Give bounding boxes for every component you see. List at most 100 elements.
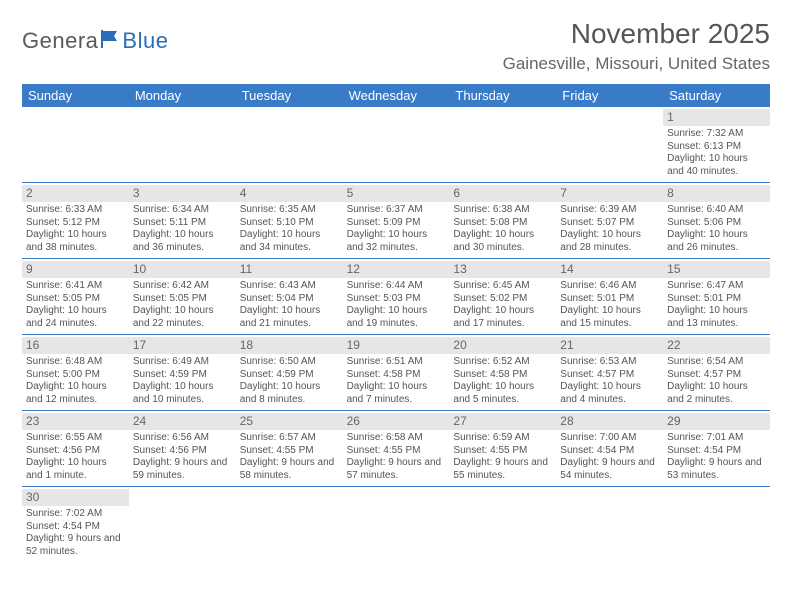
day-cell: 1Sunrise: 7:32 AMSunset: 6:13 PMDaylight… xyxy=(663,107,770,182)
day-number: 6 xyxy=(449,185,556,202)
day-number: 5 xyxy=(343,185,450,202)
sunrise-text: Sunrise: 6:37 AM xyxy=(347,204,446,217)
empty-cell xyxy=(129,487,236,562)
sunrise-text: Sunrise: 6:35 AM xyxy=(240,204,339,217)
day-cell: 16Sunrise: 6:48 AMSunset: 5:00 PMDayligh… xyxy=(22,335,129,410)
daylight-text: Daylight: 10 hours and 40 minutes. xyxy=(667,153,766,178)
day-number: 11 xyxy=(236,261,343,278)
dayname-wed: Wednesday xyxy=(343,84,450,107)
sunset-text: Sunset: 5:01 PM xyxy=(667,293,766,306)
daylight-text: Daylight: 10 hours and 26 minutes. xyxy=(667,229,766,254)
day-cell: 29 Sunrise: 7:01 AMSunset: 4:54 PMDayligh… xyxy=(663,411,770,486)
sunrise-text: Sunrise: 6:34 AM xyxy=(133,204,232,217)
daylight-text: Daylight: 10 hours and 5 minutes. xyxy=(453,381,552,406)
week-row: 16Sunrise: 6:48 AMSunset: 5:00 PMDayligh… xyxy=(22,335,770,411)
day-cell: 27Sunrise: 6:59 AMSunset: 4:55 PMDayligh… xyxy=(449,411,556,486)
empty-cell xyxy=(343,487,450,562)
daylight-text: Daylight: 10 hours and 21 minutes. xyxy=(240,305,339,330)
day-number: 24 xyxy=(129,413,236,430)
day-cell: 12Sunrise: 6:44 AMSunset: 5:03 PMDayligh… xyxy=(343,259,450,334)
day-cell: 22Sunrise: 6:54 AMSunset: 4:57 PMDayligh… xyxy=(663,335,770,410)
sunset-text: Sunset: 5:02 PM xyxy=(453,293,552,306)
daylight-text: Daylight: 10 hours and 32 minutes. xyxy=(347,229,446,254)
sunrise-text: Sunrise: 6:48 AM xyxy=(26,356,125,369)
sunrise-text: Sunrise: 7:02 AM xyxy=(26,508,125,521)
daylight-text: Daylight: 9 hours and 55 minutes. xyxy=(453,457,552,482)
sunrise-text: Sunrise: 6:43 AM xyxy=(240,280,339,293)
sunrise-text: Sunrise: 6:51 AM xyxy=(347,356,446,369)
day-cell: 28Sunrise: 7:00 AMSunset: 4:54 PMDayligh… xyxy=(556,411,663,486)
week-row: 9Sunrise: 6:41 AMSunset: 5:05 PMDaylight… xyxy=(22,259,770,335)
sunrise-text: Sunrise: 6:39 AM xyxy=(560,204,659,217)
day-cell: 15Sunrise: 6:47 AMSunset: 5:01 PMDayligh… xyxy=(663,259,770,334)
day-cell: 17Sunrise: 6:49 AMSunset: 4:59 PMDayligh… xyxy=(129,335,236,410)
sunset-text: Sunset: 5:03 PM xyxy=(347,293,446,306)
day-number: 14 xyxy=(556,261,663,278)
day-cell: 21Sunrise: 6:53 AMSunset: 4:57 PMDayligh… xyxy=(556,335,663,410)
day-cell: 18Sunrise: 6:50 AMSunset: 4:59 PMDayligh… xyxy=(236,335,343,410)
day-number: 16 xyxy=(22,337,129,354)
daylight-text: Daylight: 10 hours and 28 minutes. xyxy=(560,229,659,254)
sunset-text: Sunset: 4:54 PM xyxy=(667,445,766,458)
sunset-text: Sunset: 4:55 PM xyxy=(453,445,552,458)
daylight-text: Daylight: 10 hours and 1 minute. xyxy=(26,457,125,482)
daylight-text: Daylight: 9 hours and 59 minutes. xyxy=(133,457,232,482)
sunrise-text: Sunrise: 6:49 AM xyxy=(133,356,232,369)
day-cell: 24Sunrise: 6:56 AMSunset: 4:56 PMDayligh… xyxy=(129,411,236,486)
day-cell: 30Sunrise: 7:02 AMSunset: 4:54 PMDayligh… xyxy=(22,487,129,562)
day-number: 2 xyxy=(22,185,129,202)
empty-cell xyxy=(449,107,556,182)
sunset-text: Sunset: 5:04 PM xyxy=(240,293,339,306)
sunset-text: Sunset: 5:05 PM xyxy=(133,293,232,306)
sunset-text: Sunset: 4:58 PM xyxy=(453,369,552,382)
empty-cell xyxy=(236,487,343,562)
day-number: 3 xyxy=(129,185,236,202)
day-cell: 14Sunrise: 6:46 AMSunset: 5:01 PMDayligh… xyxy=(556,259,663,334)
week-row: 2 Sunrise: 6:33 AMSunset: 5:12 PM Daylight… xyxy=(22,183,770,259)
empty-cell xyxy=(556,107,663,182)
sunrise-text: Sunrise: 7:32 AM xyxy=(667,128,766,141)
sunset-text: Sunset: 5:05 PM xyxy=(26,293,125,306)
day-number: 25 xyxy=(236,413,343,430)
daylight-text: Daylight: 10 hours and 22 minutes. xyxy=(133,305,232,330)
day-cell: 19Sunrise: 6:51 AMSunset: 4:58 PMDayligh… xyxy=(343,335,450,410)
daylight-text: Daylight: 9 hours and 53 minutes. xyxy=(667,457,766,482)
dayname-thu: Thursday xyxy=(449,84,556,107)
sunset-text: Sunset: 5:11 PM xyxy=(133,217,232,230)
daylight-text: Daylight: 10 hours and 10 minutes. xyxy=(133,381,232,406)
daylight-text: Daylight: 10 hours and 12 minutes. xyxy=(26,381,125,406)
daylight-text: Daylight: 10 hours and 36 minutes. xyxy=(133,229,232,254)
sunrise-text: Sunrise: 6:56 AM xyxy=(133,432,232,445)
day-number: 10 xyxy=(129,261,236,278)
sunset-text: Sunset: 5:12 PM xyxy=(26,217,125,230)
day-cell: 3 Sunrise: 6:34 AMSunset: 5:11 PMDaylight… xyxy=(129,183,236,258)
sunset-text: Sunset: 5:01 PM xyxy=(560,293,659,306)
empty-cell xyxy=(236,107,343,182)
sunset-text: Sunset: 4:57 PM xyxy=(560,369,659,382)
day-number: 29 xyxy=(663,413,770,430)
empty-cell xyxy=(449,487,556,562)
day-number: 19 xyxy=(343,337,450,354)
daylight-text: Daylight: 10 hours and 34 minutes. xyxy=(240,229,339,254)
day-number: 12 xyxy=(343,261,450,278)
sunrise-text: Sunrise: 7:01 AM xyxy=(667,432,766,445)
dayname-mon: Monday xyxy=(129,84,236,107)
daylight-text: Daylight: 10 hours and 24 minutes. xyxy=(26,305,125,330)
sunrise-text: Sunrise: 6:54 AM xyxy=(667,356,766,369)
day-number: 30 xyxy=(22,489,129,506)
page-header: Genera Blue November 2025 Gainesville, M… xyxy=(22,18,770,74)
day-number: 8 xyxy=(663,185,770,202)
sunset-text: Sunset: 4:58 PM xyxy=(347,369,446,382)
day-cell: 6Sunrise: 6:38 AMSunset: 5:08 PMDaylight… xyxy=(449,183,556,258)
day-cell: 11 Sunrise: 6:43 AMSunset: 5:04 PMDayligh… xyxy=(236,259,343,334)
sunrise-text: Sunrise: 6:33 AM xyxy=(26,204,125,217)
sunset-text: Sunset: 5:10 PM xyxy=(240,217,339,230)
daylight-text: Daylight: 10 hours and 13 minutes. xyxy=(667,305,766,330)
sunset-text: Sunset: 4:59 PM xyxy=(133,369,232,382)
sunset-text: Sunset: 4:54 PM xyxy=(26,521,125,534)
sunset-text: Sunset: 5:08 PM xyxy=(453,217,552,230)
day-number: 26 xyxy=(343,413,450,430)
sunrise-text: Sunrise: 6:53 AM xyxy=(560,356,659,369)
week-row: 1Sunrise: 7:32 AMSunset: 6:13 PMDaylight… xyxy=(22,107,770,183)
logo-text-general: Genera xyxy=(22,28,98,54)
